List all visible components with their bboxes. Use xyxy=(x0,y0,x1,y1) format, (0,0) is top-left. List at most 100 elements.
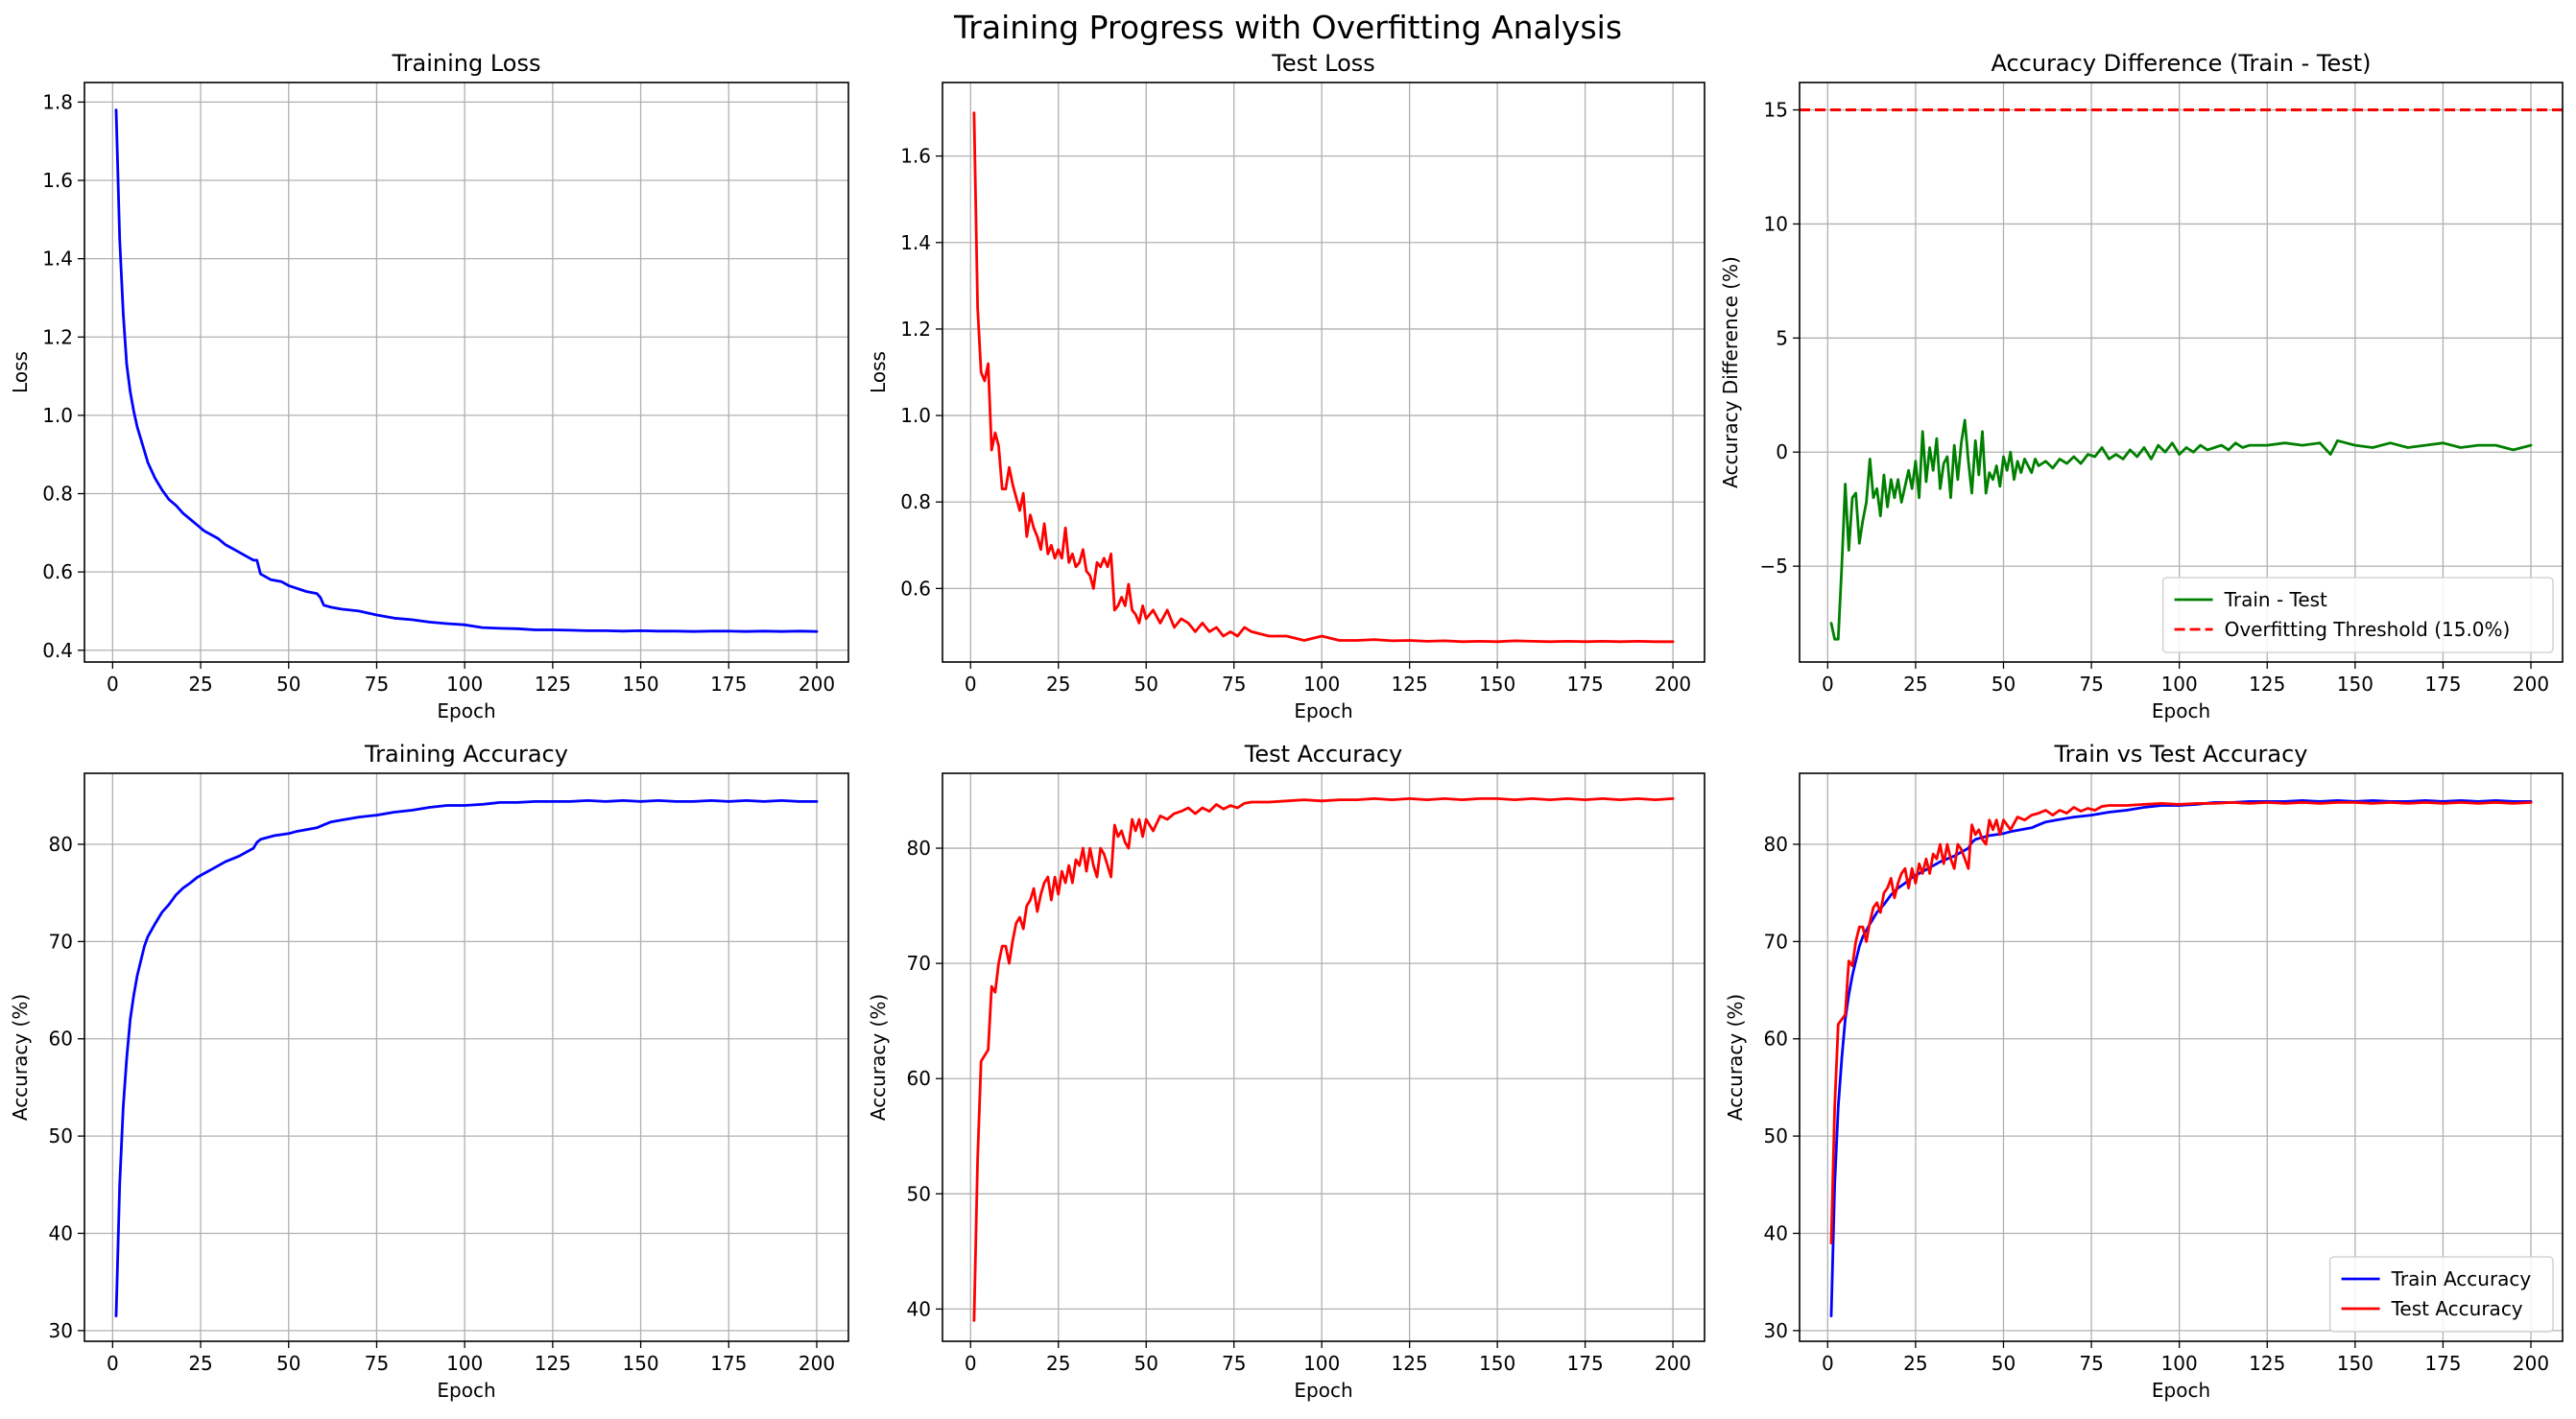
chart-6-xtick-label: 25 xyxy=(1903,1352,1927,1375)
chart-6-ytick-label: 40 xyxy=(1764,1221,1788,1244)
chart-1-xtick-label: 100 xyxy=(446,673,483,696)
chart-3-ytick-label: 5 xyxy=(1776,326,1788,349)
chart-6-series-train-accuracy xyxy=(1829,799,2533,1317)
chart-1-ytick-label: 0.4 xyxy=(42,639,73,662)
chart-3-xtick-label: 150 xyxy=(2337,673,2373,696)
chart-4-ytick-label: 60 xyxy=(49,1028,73,1051)
chart-1-ytick-label: 1.4 xyxy=(42,248,73,271)
chart-6-ytick-label: 80 xyxy=(1764,833,1788,856)
chart-3-xtick-label: 125 xyxy=(2249,673,2285,696)
chart-2-ytick-label: 1.4 xyxy=(900,231,931,254)
chart-2-xtick-label: 200 xyxy=(1655,673,1691,696)
chart-6-legend-label: Train Accuracy xyxy=(2391,1267,2532,1290)
chart-5-xtick-label: 25 xyxy=(1046,1352,1070,1375)
chart-1-ytick-label: 1.2 xyxy=(42,325,73,348)
chart-4-ytick-label: 80 xyxy=(49,833,73,856)
chart-4-xtick-label: 150 xyxy=(622,1352,658,1375)
chart-1-ytick-label: 1.0 xyxy=(42,404,73,427)
chart-1-ytick-label: 0.8 xyxy=(42,483,73,506)
chart-4-xtick-label: 125 xyxy=(535,1352,571,1375)
chart-5-ytick-label: 70 xyxy=(907,952,931,975)
chart-6-legend-box xyxy=(2328,1256,2554,1333)
chart-4-ytick-label: 40 xyxy=(49,1221,73,1244)
chart-1-ytick-label: 0.6 xyxy=(42,560,73,583)
chart-5-title: Test Accuracy xyxy=(1244,741,1402,768)
chart-4-frame xyxy=(83,772,849,1342)
chart-5-xlabel: Epoch xyxy=(1294,1379,1352,1402)
chart-4-xlabel: Epoch xyxy=(437,1379,495,1402)
chart-3-xtick-label: 0 xyxy=(1822,673,1834,696)
chart-3-legend-label: Overfitting Threshold (15.0%) xyxy=(2225,618,2511,641)
chart-5-xtick-label: 200 xyxy=(1655,1352,1691,1375)
chart-6-title: Train vs Test Accuracy xyxy=(2053,741,2307,768)
chart-5-ytick-label: 60 xyxy=(907,1067,931,1090)
chart-1-xtick-label: 150 xyxy=(622,673,658,696)
chart-6-xtick-label: 50 xyxy=(1992,1352,2015,1375)
chart-4-ytick-label: 70 xyxy=(49,930,73,953)
chart-3-ylabel: Accuracy Difference (%) xyxy=(1719,256,1742,488)
chart-5-xtick-label: 0 xyxy=(965,1352,977,1375)
chart-2-xtick-label: 50 xyxy=(1133,673,1157,696)
chart-2-xtick-label: 175 xyxy=(1567,673,1604,696)
chart-2-frame xyxy=(942,82,1705,663)
chart-1-xtick-label: 50 xyxy=(276,673,300,696)
chart-5-xtick-label: 50 xyxy=(1133,1352,1157,1375)
chart-4-xtick-label: 200 xyxy=(799,1352,835,1375)
chart-3-xtick-label: 175 xyxy=(2424,673,2461,696)
chart-1-series-line-1 xyxy=(114,108,819,633)
chart-6-xlabel: Epoch xyxy=(2152,1379,2210,1402)
chart-2-xtick-label: 75 xyxy=(1222,673,1246,696)
chart-3-xtick-label: 50 xyxy=(1992,673,2015,696)
chart-3-legend-label: Train - Test xyxy=(2224,588,2327,611)
chart-2-ytick-label: 1.0 xyxy=(900,404,931,427)
chart-2-xtick-label: 25 xyxy=(1046,673,1070,696)
chart-2-xtick-label: 100 xyxy=(1303,673,1340,696)
chart-4-series-line-1 xyxy=(114,799,819,1317)
chart-1-xlabel: Epoch xyxy=(437,699,495,722)
chart-4-xtick-label: 25 xyxy=(188,1352,212,1375)
chart-1-xtick-label: 0 xyxy=(107,673,119,696)
chart-3-xtick-label: 200 xyxy=(2513,673,2549,696)
chart-2-xtick-label: 125 xyxy=(1392,673,1428,696)
chart-6-ytick-label: 70 xyxy=(1764,930,1788,953)
chart-3-xtick-label: 75 xyxy=(2079,673,2103,696)
chart-6-ytick-label: 60 xyxy=(1764,1028,1788,1051)
chart-5-xtick-label: 175 xyxy=(1567,1352,1604,1375)
chart-2-xtick-label: 150 xyxy=(1479,673,1515,696)
chart-6-frame xyxy=(1799,772,2564,1342)
chart-4-ytick-label: 50 xyxy=(49,1124,73,1147)
figure-title: Training Progress with Overfitting Analy… xyxy=(953,9,1622,46)
chart-2-ytick-label: 1.6 xyxy=(900,145,931,168)
chart-1-frame xyxy=(83,82,849,663)
chart-6-xtick-label: 0 xyxy=(1822,1352,1834,1375)
chart-1-ytick-label: 1.6 xyxy=(42,169,73,192)
chart-5-frame xyxy=(942,772,1705,1342)
chart-5-ylabel: Accuracy (%) xyxy=(867,994,890,1121)
chart-1-xtick-label: 125 xyxy=(535,673,571,696)
chart-1-title: Training Loss xyxy=(392,50,541,77)
chart-6-ytick-label: 50 xyxy=(1764,1124,1788,1147)
chart-4-xtick-label: 50 xyxy=(276,1352,300,1375)
chart-6-xtick-label: 150 xyxy=(2337,1352,2373,1375)
chart-6-series-test-accuracy xyxy=(1829,801,2533,1244)
chart-6-xtick-label: 200 xyxy=(2513,1352,2549,1375)
chart-6-ytick-label: 30 xyxy=(1764,1319,1788,1342)
chart-4-xtick-label: 100 xyxy=(446,1352,483,1375)
chart-4-xtick-label: 175 xyxy=(710,1352,747,1375)
chart-1-xtick-label: 25 xyxy=(188,673,212,696)
chart-6-ylabel: Accuracy (%) xyxy=(1724,994,1747,1121)
chart-3-legend-box xyxy=(2161,577,2554,653)
chart-1-ylabel: Loss xyxy=(9,351,32,393)
chart-6-legend-label: Test Accuracy xyxy=(2391,1297,2523,1320)
chart-5-ytick-label: 80 xyxy=(907,837,931,860)
chart-5-xtick-label: 150 xyxy=(1479,1352,1515,1375)
chart-6-xtick-label: 175 xyxy=(2424,1352,2461,1375)
chart-5-ytick-label: 40 xyxy=(907,1297,931,1320)
chart-1-xtick-label: 200 xyxy=(799,673,835,696)
chart-1-xtick-label: 75 xyxy=(365,673,389,696)
chart-6-xtick-label: 75 xyxy=(2079,1352,2103,1375)
chart-3-ytick-label: −5 xyxy=(1760,555,1788,578)
